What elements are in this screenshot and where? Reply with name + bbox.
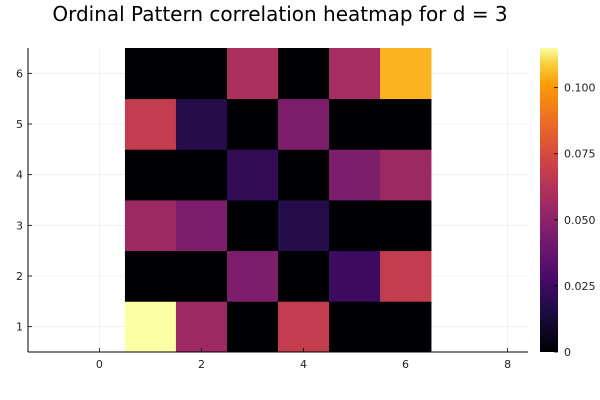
colorbar-gradient [540, 48, 558, 352]
heatmap-cell [175, 250, 228, 302]
heatmap-cell [124, 149, 177, 201]
y-tick-label: 4 [16, 169, 23, 182]
heatmap-cell [226, 250, 279, 302]
heatmap-cell [124, 98, 177, 150]
heatmap-cell [226, 149, 279, 201]
heatmap-cell [175, 149, 228, 201]
heatmap-cell [329, 98, 381, 150]
colorbar-tick-label: 0.100 [564, 82, 596, 95]
heatmap-cell [278, 250, 330, 302]
x-tick-label: 8 [504, 358, 511, 371]
colorbar: 0 0.025 0.050 0.075 0.100 [540, 48, 596, 359]
chart-title: Ordinal Pattern correlation heatmap for … [52, 2, 507, 26]
y-tick-label: 3 [16, 219, 23, 232]
colorbar-tick-label: 0 [564, 346, 571, 359]
heatmap-cell [380, 301, 432, 353]
x-tick-label: 4 [300, 358, 307, 371]
heatmap-cell [278, 48, 330, 100]
heatmap-cell [278, 301, 330, 353]
heatmap-cell [329, 149, 381, 201]
colorbar-tick-label: 0.075 [564, 148, 596, 161]
heatmap-cell [175, 301, 228, 353]
axes [27, 48, 528, 353]
heatmap-cell [175, 200, 228, 252]
y-tick-labels: 1 2 3 4 5 6 [16, 67, 32, 334]
x-tick-labels: 0 2 4 6 8 [96, 348, 511, 371]
y-tick-label: 5 [16, 118, 23, 131]
heatmap-cell [175, 98, 228, 150]
heatmap-cell [226, 301, 279, 353]
y-tick-label: 6 [16, 67, 23, 80]
heatmap-cell [329, 301, 381, 353]
colorbar-tick-labels: 0 0.025 0.050 0.075 0.100 [554, 82, 596, 359]
heatmap-cell [226, 48, 279, 100]
heatmap-cell [278, 98, 330, 150]
heatmap-cell [329, 48, 381, 100]
heatmap-cell [278, 149, 330, 201]
colorbar-tick-label: 0.025 [564, 280, 596, 293]
heatmap-cell [226, 200, 279, 252]
heatmap-cell [329, 200, 381, 252]
x-tick-label: 2 [198, 358, 205, 371]
heatmap-cell [380, 200, 432, 252]
heatmap-cell [175, 48, 228, 100]
heatmap-cell [226, 98, 279, 150]
heatmap-cell [329, 250, 381, 302]
x-tick-label: 0 [96, 358, 103, 371]
heatmap-cell [124, 250, 177, 302]
y-tick-label: 2 [16, 270, 23, 283]
heatmap-cell [124, 200, 177, 252]
heatmap-cell [380, 149, 432, 201]
y-tick-label: 1 [16, 321, 23, 334]
heatmap-cell [380, 98, 432, 150]
heatmap-cell [124, 301, 177, 353]
heatmap-cell [380, 250, 432, 302]
colorbar-tick-label: 0.050 [564, 214, 596, 227]
x-tick-label: 6 [402, 358, 409, 371]
heatmap-cell [278, 200, 330, 252]
heatmap-cell [124, 48, 177, 100]
heatmap-cells [124, 48, 432, 353]
heatmap-cell [380, 48, 432, 100]
